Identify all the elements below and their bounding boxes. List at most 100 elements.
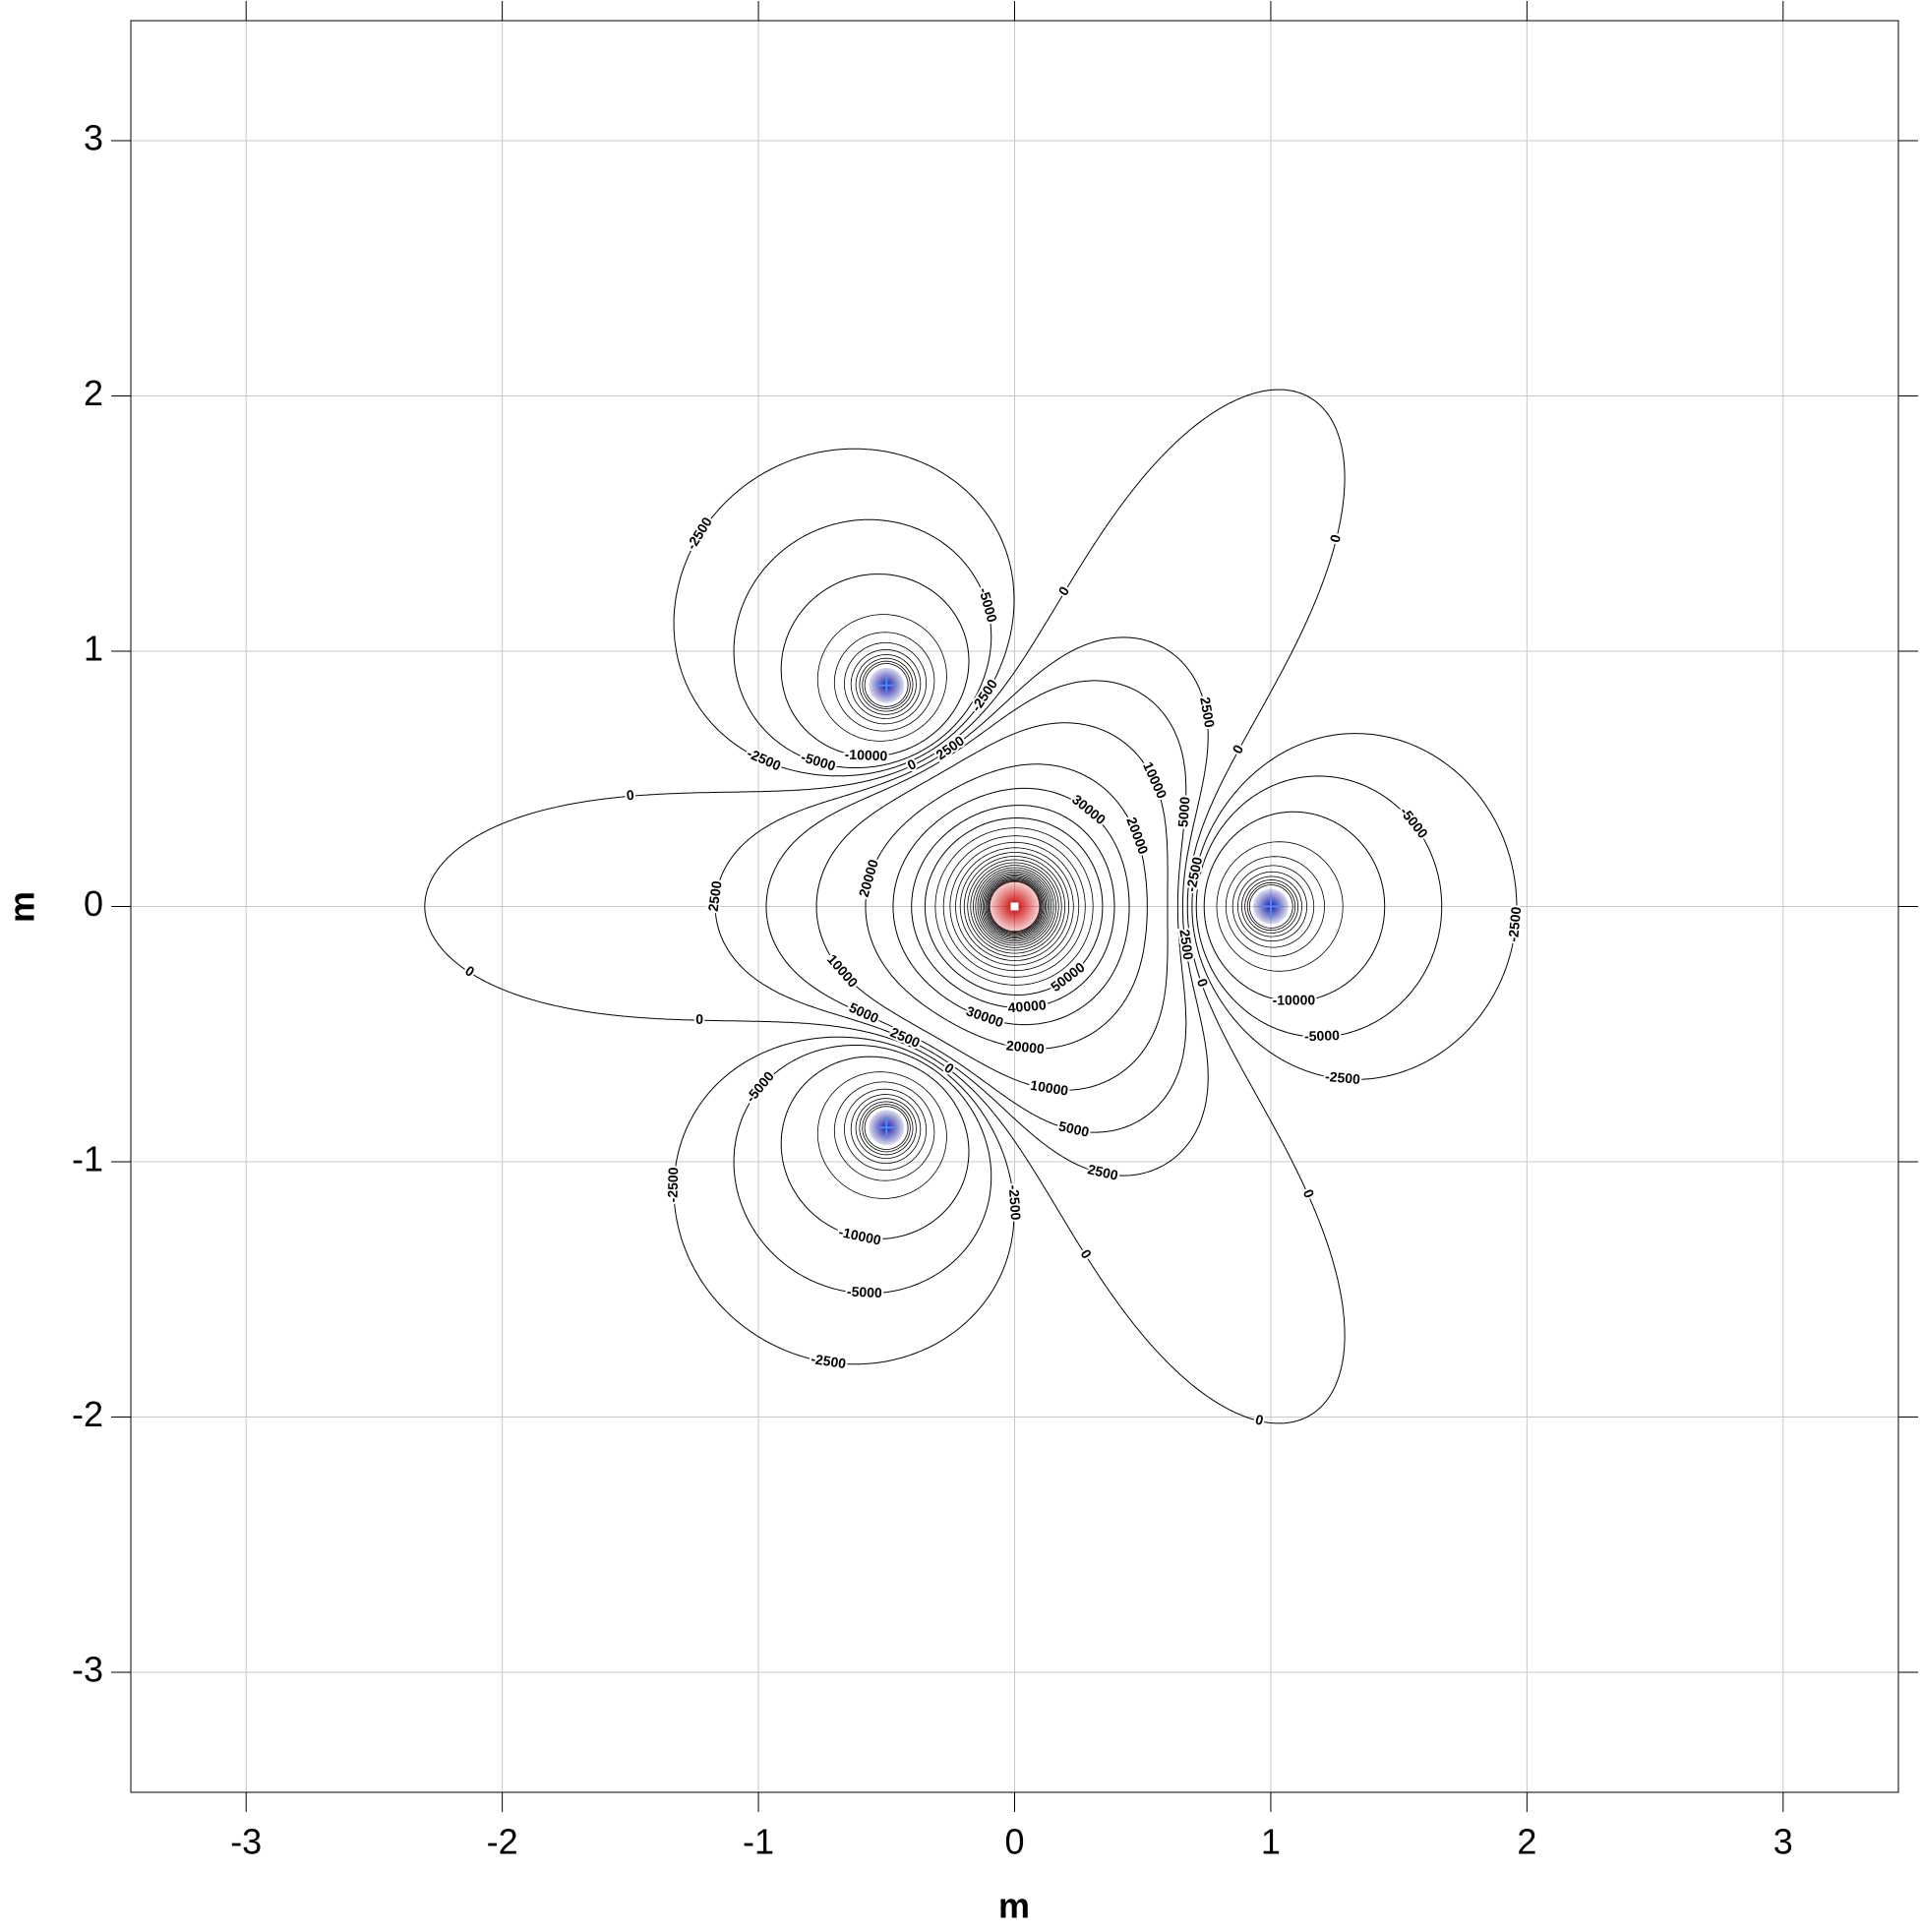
- x-tick-label: -1: [743, 1822, 774, 1862]
- contour-line: [733, 518, 1443, 1295]
- y-tick-label: 3: [84, 117, 103, 157]
- contour-label: -2500: [1006, 1184, 1024, 1221]
- contour-line: [963, 856, 1065, 957]
- contour-line: [862, 660, 1295, 1153]
- contour-label: 5000: [847, 999, 881, 1026]
- contour-line: [864, 663, 1293, 1150]
- y-tick-label: -2: [72, 1394, 103, 1434]
- contour-line: [765, 680, 1187, 1133]
- contour-label: -5000: [847, 1284, 883, 1300]
- contour-label: 0: [462, 962, 477, 980]
- contour-line: [815, 722, 1169, 1091]
- contour-line: [987, 878, 1043, 935]
- contour-line: [844, 642, 1315, 1171]
- contour-label: 0: [1229, 742, 1246, 756]
- contour-label: 30000: [964, 1002, 1005, 1030]
- contour-label: 0: [626, 787, 634, 804]
- y-tick-label: -3: [72, 1650, 103, 1690]
- y-axis-title: m: [2, 891, 42, 923]
- y-tick-label: 2: [84, 373, 103, 413]
- contour-label: 10000: [1029, 1077, 1069, 1099]
- contour-label: 2500: [1197, 695, 1218, 729]
- contour-line: [816, 614, 1344, 1199]
- contour-line: [988, 879, 1042, 934]
- contour-lines: [424, 389, 1518, 1424]
- contour-label: -2500: [683, 514, 715, 553]
- contour-line: [985, 876, 1045, 936]
- contour-line: [975, 867, 1054, 946]
- contour-label: -5000: [976, 586, 1000, 625]
- x-tick-label: 3: [1773, 1822, 1793, 1862]
- contour-label: -2500: [810, 1351, 847, 1371]
- contour-line: [924, 817, 1104, 996]
- plot-frame: [130, 20, 1899, 1793]
- contour-label: 10000: [1140, 759, 1171, 801]
- contour-line: [424, 389, 1346, 1424]
- contour-label: -5000: [1304, 1027, 1341, 1044]
- contour-label: -5000: [799, 749, 837, 774]
- contour-line: [859, 657, 1298, 1156]
- contour-label: 2500: [1176, 929, 1196, 961]
- x-tick-label: -3: [230, 1822, 262, 1862]
- x-tick-label: 2: [1517, 1822, 1536, 1862]
- contour-line: [982, 874, 1048, 939]
- contour-label: 2500: [1086, 1161, 1119, 1183]
- contour-label: -2500: [1324, 1068, 1360, 1087]
- contour-line: [892, 787, 1130, 1026]
- charge-marker: [1010, 902, 1019, 911]
- contour-line: [850, 649, 1307, 1164]
- contour-line: [955, 847, 1074, 966]
- contour-label: -2500: [1505, 906, 1524, 942]
- contour-label: 0: [1254, 1411, 1266, 1427]
- contour-line: [981, 873, 1049, 940]
- contour-label: 0: [1327, 532, 1344, 544]
- contour-label: -2500: [745, 745, 783, 773]
- contour-label: 30000: [1069, 791, 1109, 827]
- contour-label: 5000: [1057, 1117, 1091, 1139]
- contour-label: 50000: [1048, 959, 1088, 996]
- contour-line: [959, 852, 1069, 961]
- contour-line: [967, 859, 1062, 954]
- contour-label: 2500: [888, 1024, 923, 1051]
- contour-label: 0: [1055, 583, 1073, 598]
- contour-line: [942, 835, 1086, 978]
- contour-line: [911, 805, 1115, 1008]
- contour-line: [714, 636, 1209, 1177]
- contour-line: [833, 632, 1325, 1181]
- contour-label: 40000: [1007, 996, 1047, 1015]
- contour-label: 0: [695, 1011, 703, 1027]
- x-axis-title: m: [998, 1886, 1030, 1926]
- y-tick-label: -1: [72, 1139, 103, 1179]
- y-tick-label: 1: [84, 629, 103, 669]
- contour-label: 2500: [705, 879, 725, 912]
- contour-label: -10000: [1273, 992, 1316, 1007]
- contour-line: [979, 871, 1051, 942]
- contour-label: 2500: [932, 732, 967, 762]
- x-tick-label: 1: [1261, 1822, 1281, 1862]
- contour-label: -5000: [1397, 804, 1431, 841]
- contour-line: [949, 841, 1080, 972]
- y-tick-label: 0: [84, 883, 103, 924]
- contour-label: 10000: [824, 951, 862, 991]
- contour-label: 20000: [1123, 815, 1152, 856]
- contour-label: 20000: [856, 858, 881, 899]
- contour-label: -2500: [968, 676, 1000, 714]
- contour-label: 20000: [1005, 1037, 1046, 1057]
- contour-label: -10000: [837, 1224, 882, 1248]
- contour-line: [984, 875, 1046, 937]
- contour-label: 5000: [1174, 796, 1192, 827]
- contour-line: [780, 574, 1386, 1239]
- contour-label: -5000: [743, 1068, 777, 1106]
- x-tick-label: 0: [1004, 1822, 1024, 1862]
- x-tick-label: -2: [487, 1822, 518, 1862]
- contour-line: [855, 654, 1302, 1159]
- contour-line: [986, 877, 1044, 936]
- contour-line: [865, 763, 1148, 1050]
- contour-line: [934, 827, 1094, 986]
- contour-label: 0: [1300, 1187, 1318, 1201]
- contour-label: 0: [1078, 1246, 1096, 1261]
- contour-label: -10000: [844, 747, 887, 764]
- contour-line: [970, 862, 1059, 951]
- contour-label: -2500: [664, 1167, 681, 1202]
